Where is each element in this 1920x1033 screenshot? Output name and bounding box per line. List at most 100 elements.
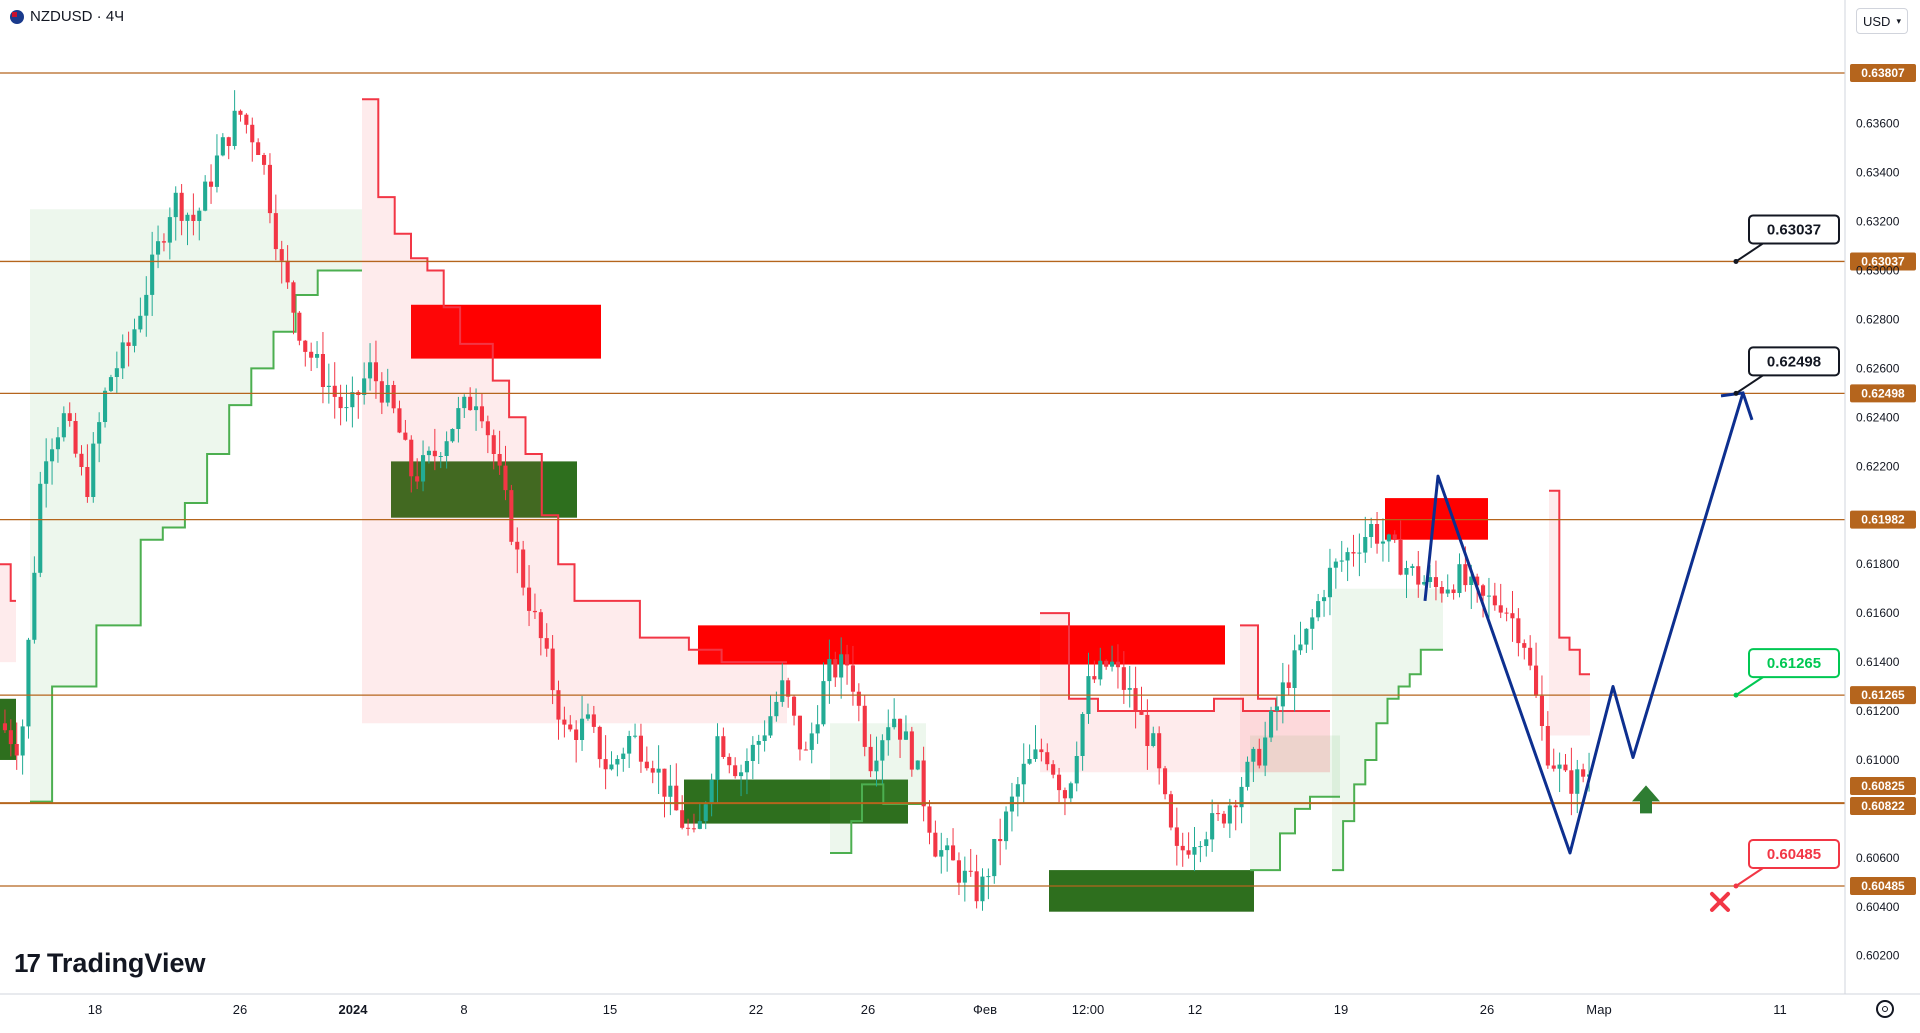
candle-body [1551, 765, 1556, 769]
candle-body [615, 759, 620, 765]
callout-anchor-dot [1733, 883, 1739, 889]
candle-body [945, 845, 950, 851]
candle-body [426, 450, 431, 456]
candle-body [1292, 650, 1297, 688]
candle-body [309, 351, 314, 358]
settings-gear-icon[interactable] [1876, 1000, 1894, 1018]
candle-body [898, 718, 903, 740]
trend-stop-area [1332, 588, 1443, 871]
candle-body [1127, 688, 1132, 690]
price-level-badge-text: 0.63037 [1861, 254, 1905, 268]
candle-body [803, 749, 808, 751]
candle-body [1457, 564, 1462, 593]
candle-body [55, 437, 60, 450]
trend-stop-area [30, 209, 362, 802]
x-axis-tick-label: 26 [1480, 1002, 1494, 1017]
candle-body [515, 541, 520, 550]
supply-zone [411, 304, 601, 359]
candle-body [415, 476, 420, 482]
candle-body [1563, 764, 1568, 771]
candle-body [621, 753, 626, 759]
symbol-label[interactable]: NZDUSD · 4Ч [30, 8, 125, 25]
candle-body [1004, 811, 1009, 842]
candle-body [185, 214, 190, 221]
candle-body [150, 254, 155, 295]
candle-body [303, 340, 308, 352]
price-level-badge [1850, 877, 1916, 895]
candle-body [850, 665, 855, 692]
x-axis-tick-label: 12:00 [1072, 1002, 1105, 1017]
price-level-badge [1850, 510, 1916, 529]
candle-body [1469, 576, 1474, 585]
y-axis-tick-label: 0.61400 [1856, 655, 1900, 669]
price-callout-box [1748, 346, 1840, 377]
y-axis-tick-label: 0.62400 [1856, 410, 1900, 424]
candle-body [238, 110, 243, 115]
candle-body [468, 396, 473, 411]
candle-body [574, 729, 579, 740]
candle-body [845, 654, 850, 666]
candle-body [1151, 733, 1156, 746]
trend-stop-area [362, 99, 787, 724]
candle-body [232, 110, 237, 146]
candle-body [644, 761, 649, 769]
candle-body [79, 453, 84, 467]
candle-body [892, 718, 897, 728]
candle-body [120, 342, 125, 369]
candle-body [479, 406, 484, 422]
currency-select[interactable]: USD ▾ [1856, 8, 1908, 34]
candle-body [856, 691, 861, 706]
price-level-badge-text: 0.60485 [1861, 879, 1905, 893]
candle-body [580, 718, 585, 740]
candle-body [14, 744, 19, 756]
trend-stop-down-line [1549, 489, 1590, 676]
candle-body [1416, 566, 1421, 585]
candle-body [709, 779, 714, 805]
candle-body [1392, 534, 1397, 540]
candle-body [285, 260, 290, 283]
candle-body [267, 164, 272, 214]
candle-body [927, 806, 932, 833]
candle-body [450, 429, 455, 442]
candle-body [1068, 783, 1073, 799]
candle-body [1357, 552, 1362, 554]
candle-body [874, 760, 879, 772]
y-axis-tick-label: 0.63000 [1856, 263, 1900, 277]
x-axis-tick-label: 18 [88, 1002, 102, 1017]
trend-stop-down-line [0, 563, 16, 602]
candle-body [1498, 605, 1503, 613]
candle-body [1210, 813, 1215, 840]
trend-stop-up-line [1332, 648, 1443, 872]
candle-body [462, 396, 467, 409]
candle-body [167, 217, 172, 243]
trend-stop-area [0, 564, 16, 663]
candle-body [20, 726, 25, 756]
candle-body [50, 449, 55, 462]
candle-body [1204, 839, 1209, 846]
currency-label: USD [1863, 13, 1891, 29]
candle-body [1239, 786, 1244, 808]
candle-body [1333, 561, 1338, 568]
candle-body [444, 441, 449, 456]
candle-body [1198, 846, 1203, 848]
candle-body [1298, 644, 1303, 651]
y-axis-tick-label: 0.60400 [1856, 900, 1900, 914]
candle-body [1380, 541, 1385, 544]
callout-anchor-dot [1733, 258, 1739, 264]
candle-body [114, 368, 119, 377]
candle-body [1322, 597, 1327, 602]
x-axis-tick-label: 19 [1334, 1002, 1348, 1017]
candle-body [1174, 827, 1179, 846]
candle-body [132, 329, 137, 346]
candle-body [903, 731, 908, 740]
candle-body [909, 731, 914, 770]
candle-body [962, 870, 967, 883]
candle-body [1557, 764, 1562, 769]
candle-body [1133, 688, 1138, 711]
candle-body [733, 765, 738, 777]
supply-zone [1385, 498, 1488, 540]
candle-body [85, 467, 90, 497]
candle-body [986, 876, 991, 878]
candle-body [1233, 805, 1238, 808]
